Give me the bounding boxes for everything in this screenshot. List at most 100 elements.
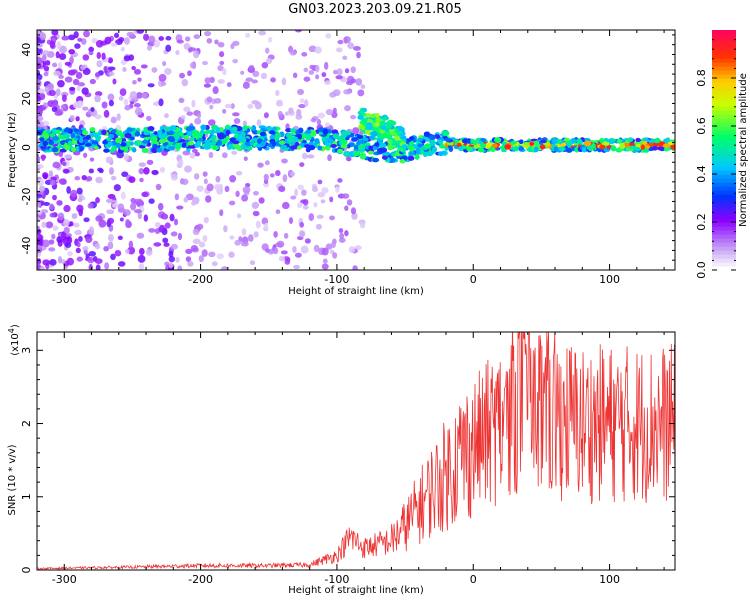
heatmap-speckle — [228, 251, 235, 258]
heatmap-ridge-cell — [91, 140, 99, 145]
x-tick-label: 100 — [599, 573, 620, 586]
heatmap-speckle — [192, 148, 198, 154]
heatmap-ridge-cell — [138, 144, 146, 149]
heatmap-ridge-cell — [328, 138, 334, 145]
heatmap-ridge-cell — [232, 126, 238, 132]
heatmap-speckle — [88, 46, 95, 53]
heatmap-speckle — [75, 116, 80, 122]
heatmap-speckle — [275, 209, 281, 215]
heatmap-ridge-cell — [563, 137, 571, 142]
heatmap-speckle — [193, 50, 200, 59]
heatmap-speckle — [164, 68, 172, 75]
heatmap-speckle — [240, 241, 249, 247]
heatmap-speckle — [164, 113, 169, 119]
heatmap-speckle — [108, 99, 114, 107]
heatmap-ridge-cell — [188, 125, 196, 131]
heatmap-ridge-cell — [377, 138, 383, 144]
colorbar-cell — [712, 54, 736, 59]
heatmap-speckle — [104, 36, 112, 45]
heatmap-speckle — [74, 229, 82, 236]
heatmap-speckle — [217, 64, 224, 72]
heatmap-speckle — [123, 98, 129, 106]
heatmap-ridge-cell — [303, 144, 311, 149]
colorbar-cell — [712, 126, 736, 131]
heatmap-ridge-cell — [120, 132, 126, 139]
heatmap-speckle — [247, 103, 254, 109]
heatmap-speckle — [37, 225, 40, 231]
heatmap-ridge-cell — [70, 132, 76, 139]
heatmap-ridge-cell — [565, 147, 573, 153]
heatmap-speckle — [95, 215, 103, 222]
heatmap-ridge-cell — [323, 137, 329, 143]
heatmap-speckle — [355, 78, 363, 86]
heatmap-speckle — [37, 194, 43, 199]
colorbar-cell — [712, 234, 736, 239]
x-tick-label: -300 — [52, 273, 77, 286]
heatmap-speckle — [325, 243, 333, 250]
heatmap-speckle — [83, 30, 90, 38]
heatmap-ridge-cell — [571, 139, 577, 143]
heatmap-ridge-cell — [235, 125, 243, 132]
heatmap-speckle — [276, 240, 285, 248]
heatmap-speckle — [346, 199, 353, 206]
heatmap-speckle — [42, 239, 50, 248]
heatmap-ridge-cell — [60, 140, 65, 146]
heatmap-speckle — [161, 81, 167, 86]
heatmap-speckle — [42, 172, 49, 179]
heatmap-ridge-cell — [289, 128, 297, 133]
heatmap-ridge-cell — [49, 132, 55, 137]
heatmap-speckle — [282, 174, 288, 183]
heatmap-speckle — [294, 30, 303, 33]
heatmap-speckle — [260, 72, 268, 80]
heatmap-speckle — [64, 154, 72, 159]
heatmap-speckle — [49, 203, 54, 210]
heatmap-ridge-cell — [582, 146, 587, 153]
heatmap-ridge-cell — [153, 136, 158, 143]
heatmap-ridge-cell — [181, 142, 187, 148]
heatmap-speckle — [81, 174, 87, 181]
heatmap-ridge-cell — [599, 144, 606, 150]
heatmap-speckle — [163, 242, 170, 247]
heatmap-ridge-cell — [359, 154, 366, 160]
heatmap-speckle — [37, 237, 41, 245]
colorbar-cell — [712, 266, 736, 271]
heatmap-speckle — [63, 219, 70, 227]
heatmap-speckle — [76, 85, 81, 92]
heatmap-ridge-cell — [124, 132, 132, 139]
heatmap-ridge-cell — [361, 118, 368, 123]
heatmap-ridge-cell — [285, 133, 292, 139]
heatmap-speckle — [37, 95, 42, 102]
figure-title: GN03.2023.203.09.21.R05 — [288, 2, 462, 17]
heatmap-speckle — [69, 56, 74, 65]
heatmap-ridge-cell — [219, 126, 224, 133]
heatmap-ridge-cell — [119, 146, 128, 151]
heatmap-speckle — [37, 262, 41, 269]
x-tick-label: -200 — [188, 573, 213, 586]
heatmap-ridge-cell — [343, 150, 351, 157]
heatmap-speckle — [112, 78, 117, 85]
heatmap-speckle — [278, 255, 286, 262]
heatmap-speckle — [52, 99, 58, 108]
heatmap-speckle — [324, 80, 332, 85]
heatmap-speckle — [294, 252, 302, 258]
heatmap-speckle — [138, 247, 145, 256]
heatmap-speckle — [45, 221, 54, 229]
heatmap-speckle — [68, 221, 74, 227]
colorbar-cell — [712, 110, 736, 115]
heatmap-speckle — [214, 183, 221, 191]
heatmap-ridge-cell — [93, 146, 99, 150]
heatmap-ridge-cell — [408, 150, 415, 156]
heatmap-ridge-cell — [280, 144, 288, 149]
snr-panel: -300 -200 -100 0 100 0 1 2 3 Height of straight l… — [7, 324, 676, 596]
heatmap-ridge-cell — [153, 131, 159, 135]
heatmap-speckle — [183, 106, 191, 112]
heatmap-ridge-cell — [407, 155, 415, 161]
heatmap-ridge-cell — [539, 144, 546, 150]
heatmap-ridge-cell — [129, 141, 134, 146]
heatmap-speckle — [301, 189, 307, 196]
heatmap-speckle — [44, 60, 51, 66]
heatmap-speckle — [63, 204, 71, 213]
heatmap-speckle — [37, 178, 45, 187]
heatmap-speckle — [119, 217, 124, 222]
heatmap-ridge-cell — [523, 141, 530, 147]
